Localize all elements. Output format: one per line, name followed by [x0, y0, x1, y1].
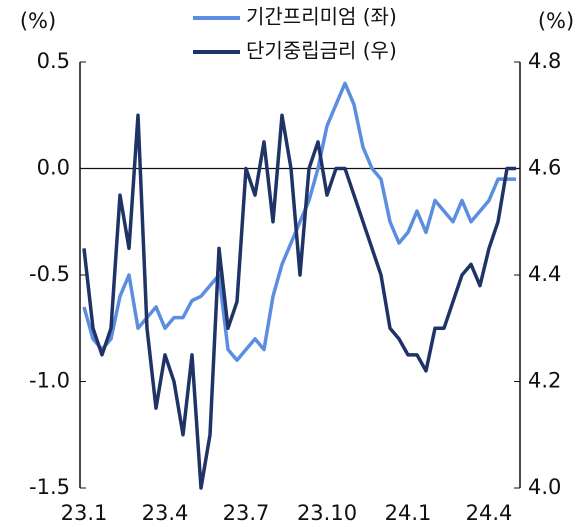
x-tick-label: 24.1	[385, 501, 432, 525]
legend-label: 단기중립금리 (우)	[246, 39, 397, 63]
x-tick-label: 23.1	[61, 501, 108, 525]
y-tick-label: -1.5	[29, 475, 70, 499]
y2-tick-label: 4.4	[528, 262, 561, 286]
y-tick-label: -0.5	[29, 262, 70, 286]
y-unit: (%)	[20, 9, 56, 33]
y2-tick-label: 4.0	[528, 475, 561, 499]
series-line	[82, 81, 516, 362]
y2-unit: (%)	[538, 9, 574, 33]
y2-tick-label: 4.2	[528, 369, 561, 393]
y2-tick-label: 4.8	[528, 49, 561, 73]
y-tick-label: 0.5	[37, 49, 70, 73]
y2-tick-label: 4.6	[528, 156, 561, 180]
y-tick-label: -1.0	[29, 369, 70, 393]
x-tick-label: 23.4	[142, 501, 189, 525]
series-line	[82, 113, 516, 490]
x-tick-label: 23.10	[297, 501, 357, 525]
legend-label: 기간프리미엄 (좌)	[246, 5, 397, 29]
x-tick-label: 23.7	[223, 501, 270, 525]
x-tick-label: 24.4	[466, 501, 513, 525]
y-tick-label: 0.0	[37, 156, 70, 180]
